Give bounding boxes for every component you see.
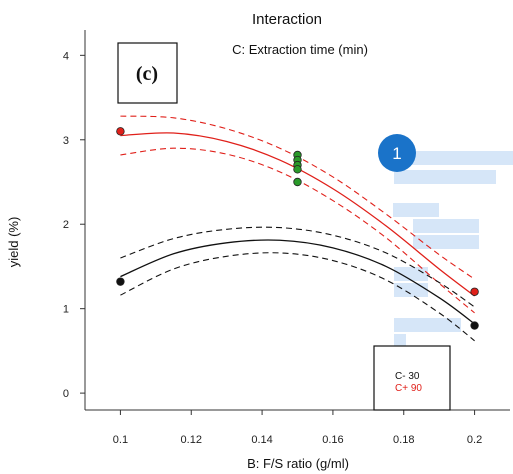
legend-item: C- 30 — [395, 371, 420, 382]
highlight-bar — [413, 235, 479, 249]
panel-label-box — [117, 42, 178, 104]
highlight-bar — [394, 318, 461, 332]
y-tick-label: 1 — [63, 304, 69, 316]
highlight-bar — [393, 203, 439, 217]
highlight-bar — [394, 283, 428, 297]
data-point — [470, 321, 479, 330]
highlight-bar — [400, 151, 513, 165]
y-tick-label: 4 — [63, 50, 69, 62]
data-point — [293, 177, 302, 187]
x-tick-label: 0.14 — [251, 434, 272, 446]
x-tick-label: 0.2 — [467, 434, 482, 446]
series-line-c-30 — [120, 239, 475, 325]
data-point — [470, 287, 479, 296]
y-tick-label: 0 — [63, 388, 69, 400]
legend-box — [373, 345, 451, 411]
highlight-bar — [394, 334, 406, 348]
x-tick-label: 0.18 — [393, 434, 414, 446]
series-line-c-90-ci-lower — [120, 147, 475, 314]
series-line-c-30-ci-lower — [120, 252, 475, 342]
data-point — [116, 127, 125, 136]
annotation-badge-number: 1 — [392, 144, 401, 163]
highlight-overlay — [393, 151, 513, 364]
x-tick-label: 0.16 — [322, 434, 343, 446]
x-axis-title: B: F/S ratio (g/ml) — [247, 456, 349, 471]
legend-item: C+ 90 — [395, 383, 422, 394]
x-tick-label: 0.12 — [181, 434, 202, 446]
annotation-badge[interactable] — [378, 134, 416, 172]
series-line-c-90 — [120, 132, 475, 297]
data-point — [116, 277, 125, 286]
panel-label: (c) — [136, 63, 158, 85]
highlight-bar — [394, 170, 496, 184]
y-tick-label: 2 — [63, 219, 69, 231]
series-line-c-30-ci-upper — [120, 226, 475, 308]
data-point — [293, 165, 302, 174]
y-tick-label: 3 — [63, 135, 69, 147]
series-line-c-90-ci-upper — [120, 115, 475, 280]
factor-label: C: Extraction time (min) — [232, 42, 368, 57]
highlight-bar — [413, 219, 479, 233]
highlight-bar — [394, 267, 428, 281]
y-axis-title: yield (%) — [6, 217, 21, 268]
chart-title: Interaction — [252, 11, 322, 28]
x-tick-label: 0.1 — [113, 434, 128, 446]
